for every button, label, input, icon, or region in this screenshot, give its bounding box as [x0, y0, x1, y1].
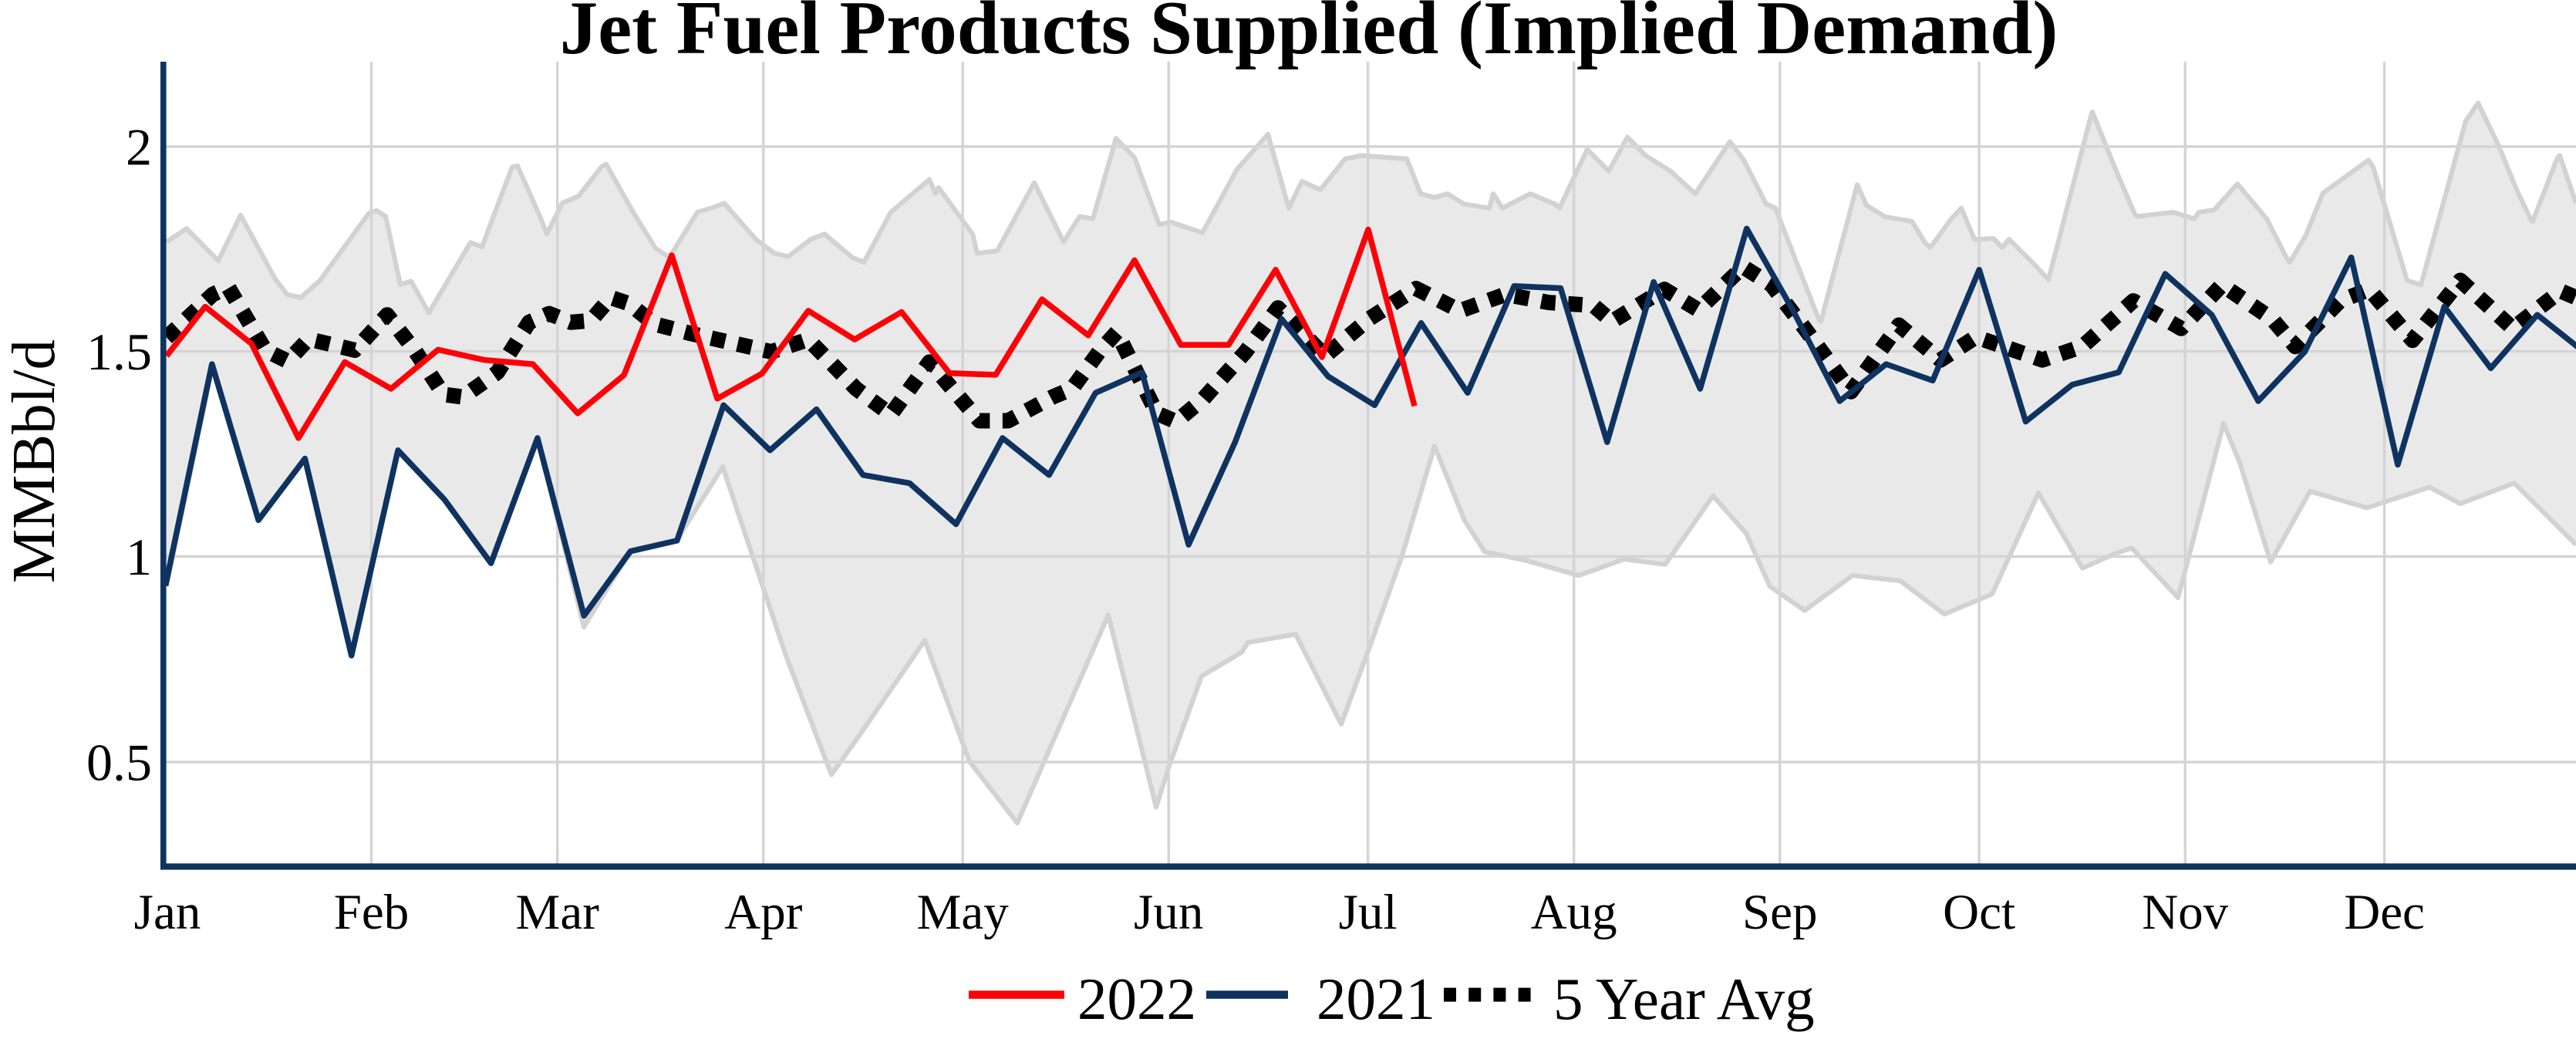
svg-text:Jul: Jul — [1339, 885, 1398, 940]
svg-text:Aug: Aug — [1531, 885, 1617, 940]
svg-text:Dec: Dec — [2344, 885, 2425, 940]
svg-text:Jet Fuel Products Supplied (Im: Jet Fuel Products Supplied (Implied Dema… — [560, 0, 2058, 70]
svg-text:Jun: Jun — [1134, 885, 1203, 940]
svg-text:2: 2 — [126, 118, 152, 177]
svg-text:Apr: Apr — [724, 885, 802, 940]
svg-text:MMBbl/d: MMBbl/d — [1, 339, 68, 583]
svg-text:0.5: 0.5 — [86, 734, 152, 792]
svg-text:Mar: Mar — [516, 885, 600, 940]
svg-text:2021: 2021 — [1317, 966, 1435, 1032]
svg-text:1.5: 1.5 — [86, 322, 152, 381]
svg-text:Feb: Feb — [334, 885, 410, 940]
svg-text:2022: 2022 — [1077, 966, 1196, 1032]
svg-text:Sep: Sep — [1742, 885, 1818, 940]
svg-text:Oct: Oct — [1943, 885, 2015, 940]
svg-text:5 Year Avg: 5 Year Avg — [1553, 966, 1815, 1032]
svg-text:Jan: Jan — [134, 885, 201, 940]
svg-text:1: 1 — [126, 528, 152, 586]
svg-text:May: May — [917, 885, 1010, 940]
svg-text:Nov: Nov — [2142, 885, 2228, 940]
